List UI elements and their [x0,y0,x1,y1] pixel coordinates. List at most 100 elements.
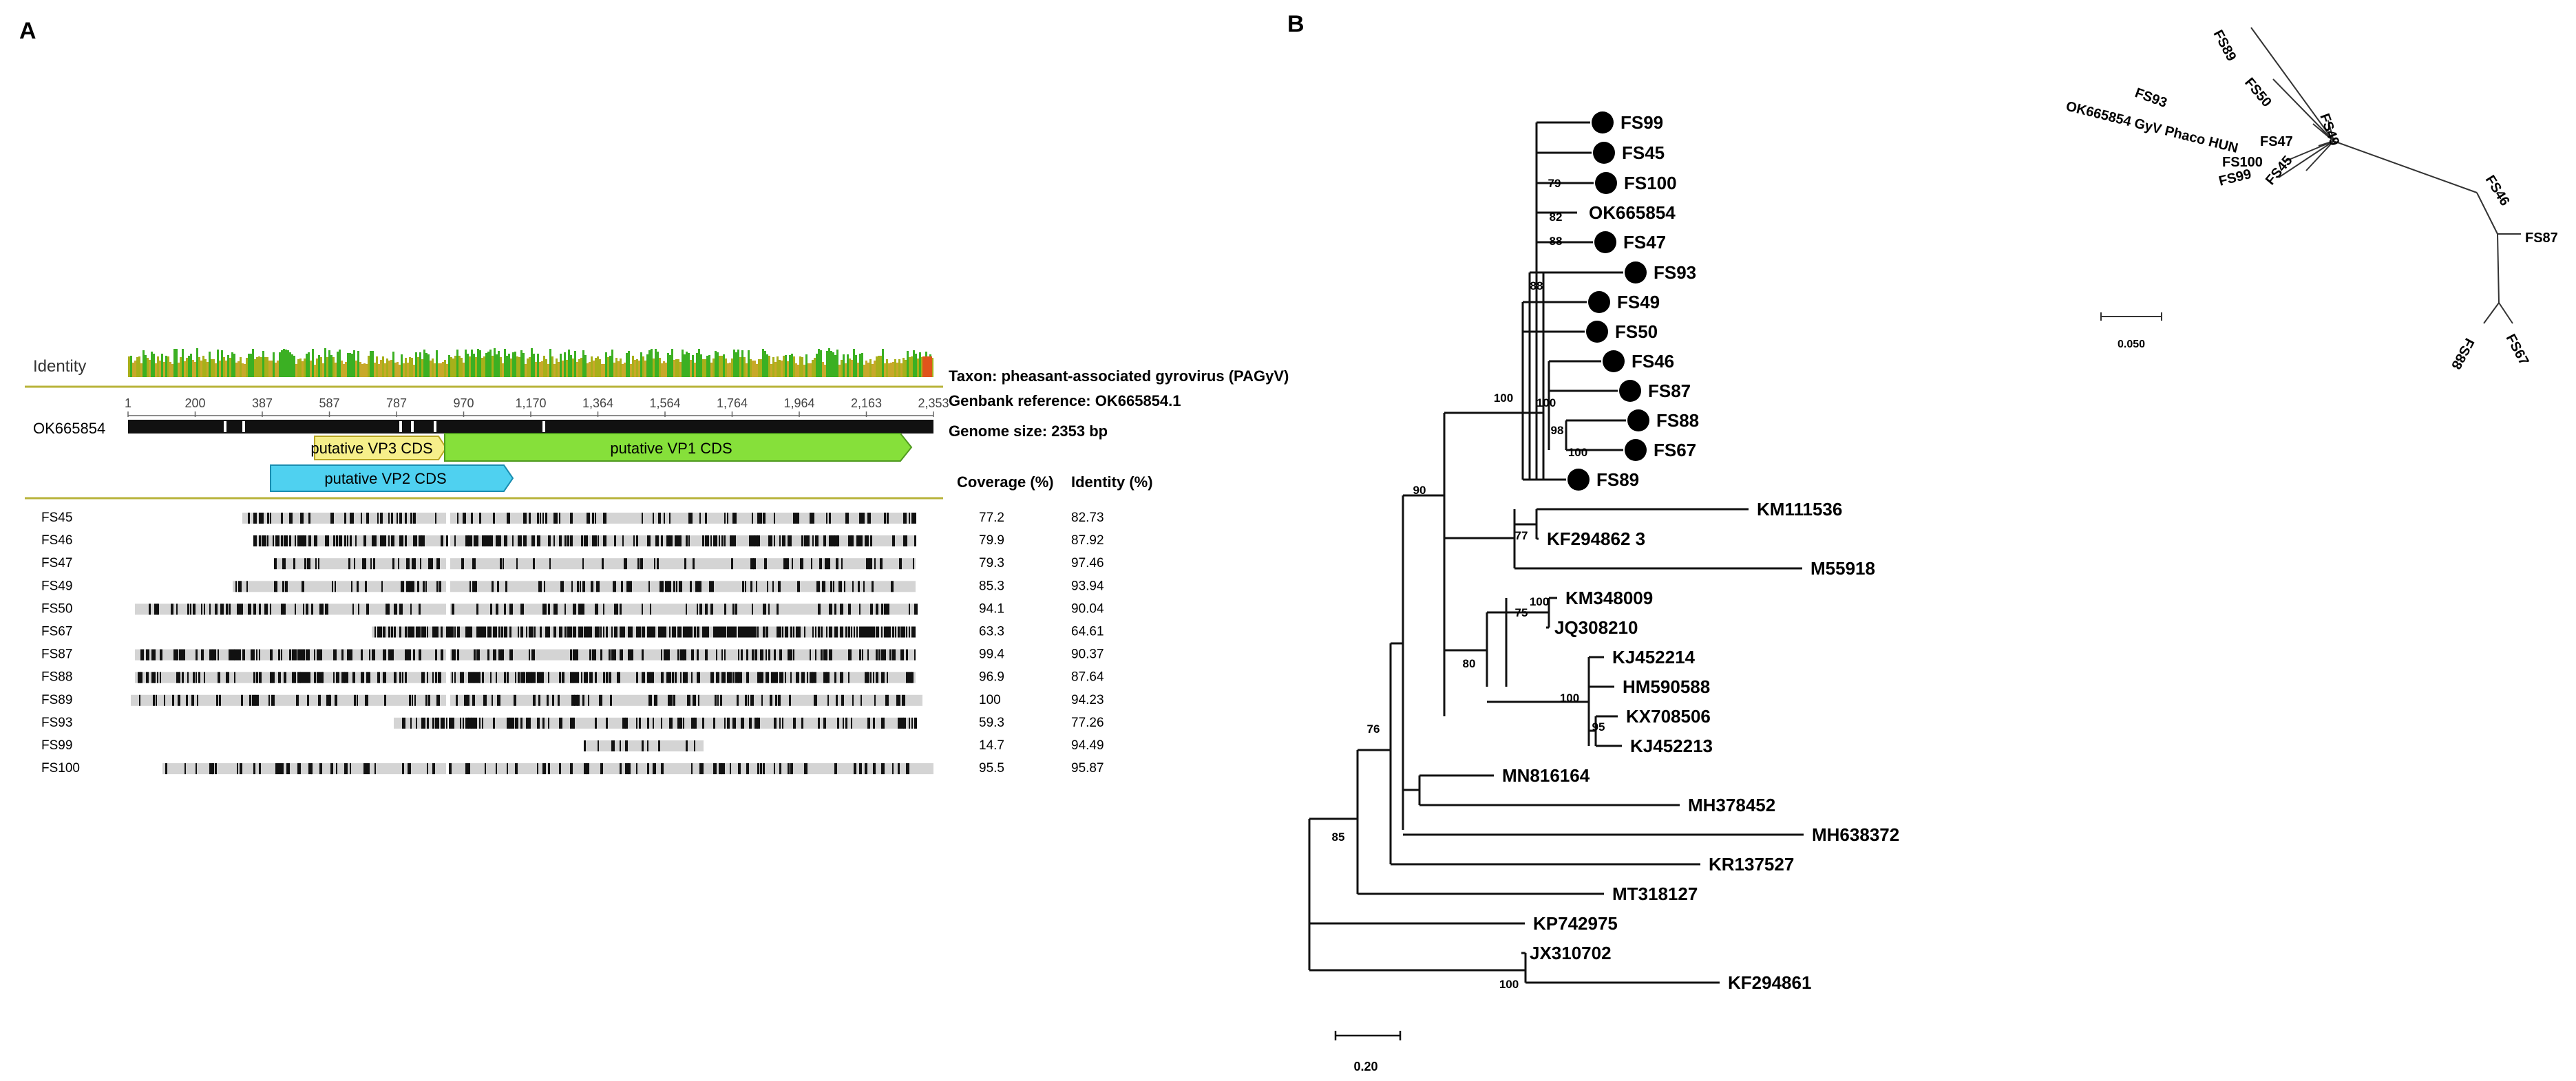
sample-variant-mark [591,581,593,592]
sample-variant-mark [721,672,724,683]
sample-variant-mark [154,672,156,683]
sample-variant-mark [537,717,540,729]
sample-variant-mark [872,581,874,592]
identity-bar [167,356,169,377]
sample-variant-mark [526,672,529,683]
sample-variant-mark [625,717,628,729]
unrooted-branch [2283,140,2334,162]
identity-bar [698,349,700,377]
sample-variant-mark [449,717,452,729]
sample-variant-mark [413,626,414,638]
sample-variant-mark [647,626,651,638]
sample-variant-mark [362,558,365,570]
sample-variant-mark [620,603,622,615]
identity-bar [262,351,264,377]
identity-bar [244,364,246,377]
identity-bar [684,354,686,377]
sample-variant-mark [347,535,348,547]
sample-variant-mark [472,694,475,706]
sample-variant-mark [745,694,747,706]
identity-bar [655,349,657,377]
sample-variant-mark [672,672,674,683]
bootstrap-value: 88 [1530,279,1543,292]
identity-bar [679,362,682,377]
sample-variant-mark [582,694,584,706]
sample-variant-mark [738,649,739,661]
sample-variant-mark [380,513,383,524]
unrooted-leaf-label: FS88 [2448,336,2477,372]
sample-variant-mark [584,672,587,683]
sample-row: FS99 14.7 94.49 [41,738,1104,753]
identity-bar [411,358,413,377]
sample-row: FS88 96.9 87.64 [41,670,1104,685]
sample-variant-mark [622,717,626,729]
sample-variant-mark [642,740,644,751]
sample-variant-mark [834,672,836,683]
sample-variant-mark [754,649,757,661]
sample-variant-mark [697,626,699,638]
identity-bar [710,363,712,377]
identity-bar [271,361,273,377]
sample-variant-mark [829,603,832,615]
identity-bar [432,358,434,377]
sample-variant-mark [903,513,907,524]
sample-variant-mark [774,649,776,661]
identity-bar [783,356,785,377]
sample-variant-mark [620,649,623,661]
ruler-tick-label: 2,163 [851,396,882,410]
sample-variant-mark [538,581,542,592]
sample-variant-mark [363,763,366,775]
identity-bar [525,364,527,377]
sample-variant-mark [595,672,597,683]
sample-variant-mark [658,513,661,524]
sample-variant-mark [300,535,304,547]
sample-variant-mark [848,603,851,615]
sample-marker [1588,291,1610,313]
sample-variant-mark [788,763,790,775]
sample-variant-mark [490,672,492,683]
sample-variant-mark [335,694,337,706]
identity-bar [256,357,258,377]
identity-bar [810,363,812,377]
sample-variant-mark [753,558,756,570]
sample-variant-mark [823,535,826,547]
sample-variant-mark [713,717,715,729]
sample-variant-mark [548,603,550,615]
sample-variant-mark [460,672,463,683]
sample-variant-mark [548,717,549,729]
sample-variant-mark [640,558,643,570]
sample-variant-mark [867,626,871,638]
sample-variant-mark [668,581,671,592]
identity-bar [661,363,663,377]
sample-variant-mark [427,717,429,729]
unrooted-leaf-label: FS47 [2260,134,2293,149]
identity-bar [665,363,667,377]
tree-leaf-label: JQ308210 [1554,617,1638,638]
sample-variant-mark [408,626,410,638]
sample-variant-mark [899,694,900,706]
sample-variant-mark [650,603,651,615]
sample-name: FS89 [41,693,72,707]
sample-variant-mark [509,626,511,638]
sample-variant-mark [697,672,700,683]
identity-bar [293,356,295,377]
sample-variant-mark [735,513,737,524]
sample-variant-mark [509,603,513,615]
sample-variant-mark [792,558,793,570]
sample-variant-mark [694,740,695,751]
sample-variant-mark [361,672,364,683]
sample-variant-mark [270,672,273,683]
sample-variant-mark [892,763,894,775]
sample-variant-mark [293,558,295,570]
sample-variant-mark [774,763,775,775]
sample-variant-mark [419,603,421,615]
sample-variant-mark [514,694,516,706]
sample-variant-mark [592,513,594,524]
sample-variant-mark [599,694,602,706]
sample-variant-mark [471,626,472,638]
ruler-tick-label: 387 [252,396,273,410]
sample-variant-mark [273,535,274,547]
sample-variant-mark [727,626,730,638]
sample-variant-mark [721,763,725,775]
sample-variant-mark [664,513,665,524]
